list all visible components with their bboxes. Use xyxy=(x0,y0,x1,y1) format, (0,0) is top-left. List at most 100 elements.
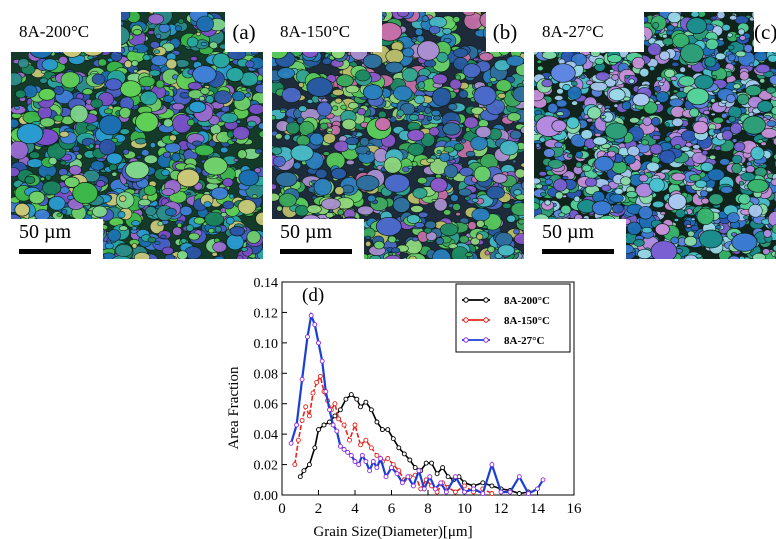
x-tick-label: 16 xyxy=(567,501,583,517)
data-point xyxy=(348,452,354,458)
data-point xyxy=(292,462,298,468)
data-point xyxy=(363,399,369,405)
data-point xyxy=(370,459,376,464)
data-point xyxy=(368,407,374,413)
scale-bar-label: 50 µm xyxy=(19,221,72,243)
data-point xyxy=(295,437,301,443)
x-tick-label: 6 xyxy=(388,501,396,517)
data-point xyxy=(462,489,467,495)
data-point xyxy=(297,474,303,480)
data-point xyxy=(317,373,323,379)
data-point xyxy=(356,462,362,468)
data-point xyxy=(421,486,427,492)
legend-label: 8A-27°C xyxy=(504,335,545,347)
data-point xyxy=(471,486,477,492)
panel-letter: (c) xyxy=(754,12,776,52)
scale-bar-box: 50 µm xyxy=(272,219,364,259)
data-point xyxy=(416,468,422,474)
x-tick-label: 8 xyxy=(424,501,432,517)
data-point xyxy=(452,474,458,480)
panel-letter-d: (d) xyxy=(302,285,324,306)
data-point xyxy=(489,462,495,468)
data-point xyxy=(368,445,374,451)
data-point xyxy=(308,313,314,318)
legend-marker xyxy=(483,297,489,303)
data-point xyxy=(535,486,540,492)
data-point xyxy=(312,445,318,451)
data-point xyxy=(314,379,320,385)
grain-size-chart: 0 2 4 6 8 10 12 14 16 0.00 0.02 0.04 0.06 0.08 0.10 0.1… xyxy=(226,276,583,539)
legend-marker xyxy=(463,297,469,303)
legend-marker xyxy=(483,317,489,323)
data-point xyxy=(480,480,486,486)
y-tick-label: 0.10 xyxy=(254,337,279,352)
data-point xyxy=(374,452,380,458)
data-point xyxy=(423,460,429,466)
sample-label: 8A-200°C xyxy=(11,12,121,52)
data-point xyxy=(390,436,396,442)
data-point xyxy=(337,443,343,449)
data-point xyxy=(440,465,446,471)
y-tick-label: 0.06 xyxy=(254,398,279,413)
data-point xyxy=(363,459,369,464)
legend-label: 8A-150°C xyxy=(504,315,550,327)
data-point xyxy=(489,483,495,489)
data-point xyxy=(516,491,522,496)
scale-bar-label: 50 µm xyxy=(280,221,333,243)
scale-bar-box: 50 µm xyxy=(11,219,103,259)
data-point xyxy=(345,449,351,455)
data-point xyxy=(319,358,325,364)
data-point xyxy=(385,427,391,433)
panel-letter: (a) xyxy=(225,12,263,52)
data-point xyxy=(334,428,340,434)
legend-marker xyxy=(463,337,469,343)
data-point xyxy=(540,477,546,483)
data-point xyxy=(341,422,347,428)
scale-bar xyxy=(280,249,352,254)
x-tick-label: 2 xyxy=(315,501,323,517)
data-point xyxy=(412,465,418,471)
scale-bar-label: 50 µm xyxy=(542,221,595,243)
micrograph-panel-a: 8A-200°C (a) 50 µm xyxy=(11,12,263,259)
data-point xyxy=(410,483,416,489)
x-tick-label: 10 xyxy=(457,501,472,517)
data-point xyxy=(316,340,321,346)
data-point xyxy=(352,422,358,428)
legend-label: 8A-200°C xyxy=(504,295,550,307)
data-point xyxy=(379,427,385,433)
data-point xyxy=(489,491,495,496)
y-tick-label: 0.12 xyxy=(254,306,279,321)
data-point xyxy=(332,413,338,419)
data-point xyxy=(359,452,365,458)
micrograph-panel-c: 8A-27°C (c) 50 µm xyxy=(534,12,776,259)
data-point xyxy=(343,396,349,402)
data-point xyxy=(507,489,513,495)
data-point xyxy=(336,416,342,422)
data-point xyxy=(405,474,411,480)
data-point xyxy=(327,407,332,413)
y-tick-label: 0.08 xyxy=(254,367,279,382)
data-point xyxy=(358,404,363,410)
data-point xyxy=(434,471,440,477)
data-point xyxy=(374,419,380,425)
data-point xyxy=(462,483,467,489)
micrograph-panel-b: 8A-150°C (b) 50 µm xyxy=(272,12,524,259)
data-point xyxy=(316,427,321,433)
data-point xyxy=(354,396,360,402)
legend-marker xyxy=(483,337,489,343)
data-point xyxy=(330,422,336,428)
x-tick-label: 14 xyxy=(530,501,546,517)
data-point xyxy=(443,489,449,495)
sample-label: 8A-150°C xyxy=(272,12,382,52)
legend-marker xyxy=(463,317,469,323)
data-point xyxy=(306,413,312,419)
data-point xyxy=(374,465,380,471)
data-point xyxy=(525,491,531,496)
data-point xyxy=(383,474,389,480)
scale-bar xyxy=(542,249,614,254)
data-point xyxy=(352,459,358,464)
data-point xyxy=(294,422,300,428)
data-point xyxy=(385,456,391,461)
data-point xyxy=(299,417,305,423)
data-point xyxy=(348,392,354,398)
